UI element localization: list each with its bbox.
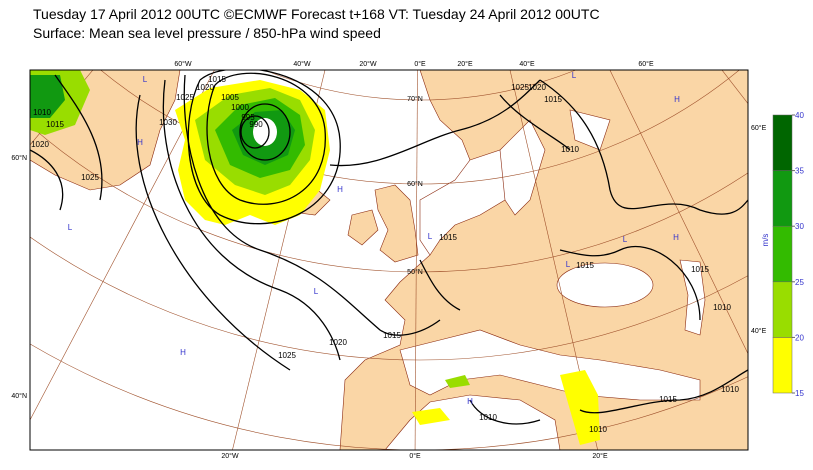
isobar-label: 1015 (659, 395, 677, 404)
lon-label: 20°W (221, 452, 239, 460)
title: Tuesday 17 April 2012 00UTC ©ECMWF Forec… (33, 6, 600, 22)
colorbar-label: 20 (795, 333, 804, 342)
colorbar-segment (772, 281, 793, 338)
pressure-center: L (623, 235, 628, 244)
isobar-label: 1020 (528, 83, 546, 92)
lon-label: 60°W (174, 60, 192, 68)
lon-label: 20°E (592, 452, 608, 460)
lat-label: 60°E (751, 124, 767, 132)
isobar-label: 1010 (479, 413, 497, 422)
isobar-label: 1010 (561, 145, 579, 154)
isobar-label: 1015 (691, 265, 709, 274)
isobar-label: 1030 (159, 118, 177, 127)
colorbar-label: 30 (795, 222, 804, 231)
pressure-center: H (137, 138, 143, 147)
isobar-label: 1025 (511, 83, 529, 92)
colorbar-unit: m/s (761, 234, 770, 247)
isobar-label: 1015 (208, 75, 226, 84)
isobar-label: 1015 (576, 261, 594, 270)
isobar-label: 1015 (46, 120, 64, 129)
isobar-label: 1020 (329, 338, 347, 347)
pressure-center: L (428, 232, 433, 241)
isobar-label: 1010 (589, 425, 607, 434)
pressure-center: L (314, 287, 319, 296)
isobar-label: 1020 (31, 140, 49, 149)
colorbar-label: 15 (795, 389, 804, 398)
pressure-center: L (572, 71, 577, 80)
lat-label: 70°N (407, 95, 423, 103)
lat-label: 50°N (407, 268, 423, 276)
lon-label: 60°E (638, 60, 654, 68)
isobar-label: 1010 (33, 108, 51, 117)
isobar-label: 1015 (439, 233, 457, 242)
isobar-label: 1020 (196, 83, 214, 92)
map (30, 70, 748, 450)
lat-label: 40°N (11, 392, 27, 400)
isobar-label: 1025 (278, 351, 296, 360)
isobar-label: 1010 (713, 303, 731, 312)
colorbar-segment (772, 114, 793, 171)
pressure-center: H (337, 185, 343, 194)
colorbar-label: 40 (795, 111, 804, 120)
lon-label: 20°W (359, 60, 377, 68)
isobar-label: 1015 (383, 331, 401, 340)
overlay: 60°W 40°W 20°W 0°E 20°E 40°E 60°E 20°W 0°E 20°E 60… (11, 60, 804, 460)
isobar-label: 1010 (721, 385, 739, 394)
colorbar-label: 35 (795, 167, 804, 176)
lon-label: 40°E (519, 60, 535, 68)
lat-label: 40°E (751, 327, 767, 335)
isobar-label: 1000 (231, 103, 249, 112)
wind-shading (30, 70, 600, 445)
pressure-center: L (143, 75, 148, 84)
colorbar-label: 25 (795, 278, 804, 287)
lat-label: 60°N (11, 154, 27, 162)
lon-label: 40°W (293, 60, 311, 68)
colorbar-segment (772, 337, 793, 394)
pressure-center: H (467, 397, 473, 406)
pressure-center: H (674, 95, 680, 104)
subtitle: Surface: Mean sea level pressure / 850-h… (33, 25, 381, 41)
isobar-label: 990 (249, 120, 263, 129)
lon-label: 0°E (414, 60, 426, 68)
lat-label: 60°N (407, 180, 423, 188)
sea (399, 109, 706, 401)
isobar-label: 1025 (176, 93, 194, 102)
pressure-center: L (566, 260, 571, 269)
isobars (30, 70, 748, 425)
lon-label: 20°E (457, 60, 473, 68)
graticule (30, 70, 748, 450)
colorbar-segment (772, 170, 793, 227)
isobar-label: 1005 (221, 93, 239, 102)
isobar-label: 1015 (544, 95, 562, 104)
colorbar-segment (772, 225, 793, 283)
isobar-label: 995 (241, 113, 255, 122)
lon-label: 0°E (409, 452, 421, 460)
pressure-center: L (68, 223, 73, 232)
pressure-center: H (180, 348, 186, 357)
map-frame (29, 69, 749, 451)
pressure-center: H (673, 233, 679, 242)
isobar-label: 1025 (81, 173, 99, 182)
